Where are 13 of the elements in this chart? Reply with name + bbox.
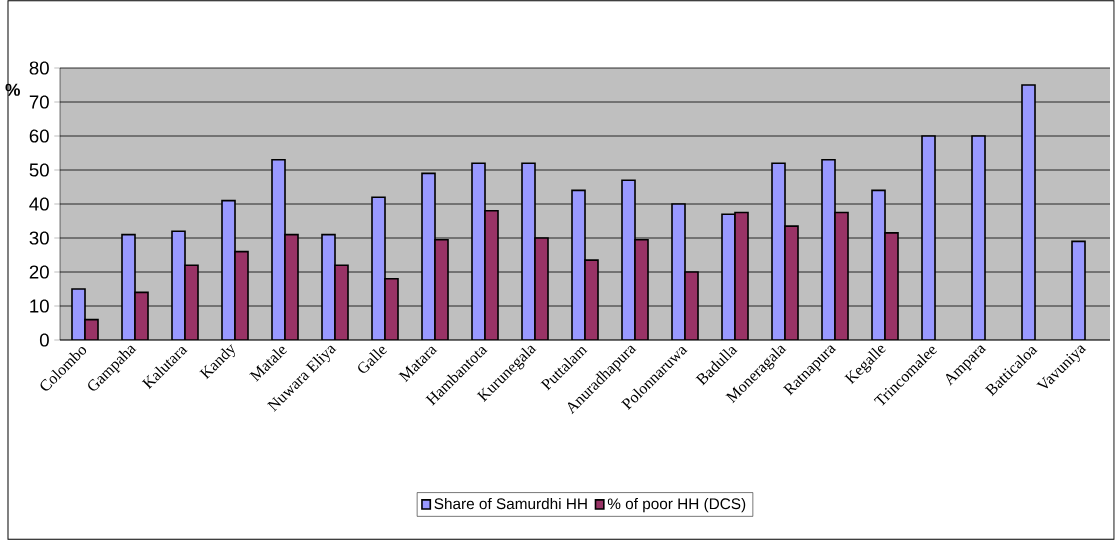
y-tick-label: 50 <box>29 163 49 177</box>
y-tick-label: 40 <box>29 197 49 211</box>
x-tick-label: Galle <box>358 346 387 373</box>
y-tick-label: 70 <box>29 95 49 109</box>
y-tick-label: 30 <box>29 231 49 245</box>
y-tick-label: 20 <box>29 265 49 279</box>
y-tick-label: 80 <box>29 61 49 75</box>
y-tick-label: 10 <box>30 299 49 313</box>
y-tick-label: 60 <box>29 129 49 143</box>
y-tick-label: 0 <box>39 333 49 347</box>
legend-label: Share of Samurdhi HH <box>434 497 587 510</box>
y-axis-title: % <box>5 83 20 96</box>
legend-label: % of poor HH (DCS) <box>607 497 746 513</box>
